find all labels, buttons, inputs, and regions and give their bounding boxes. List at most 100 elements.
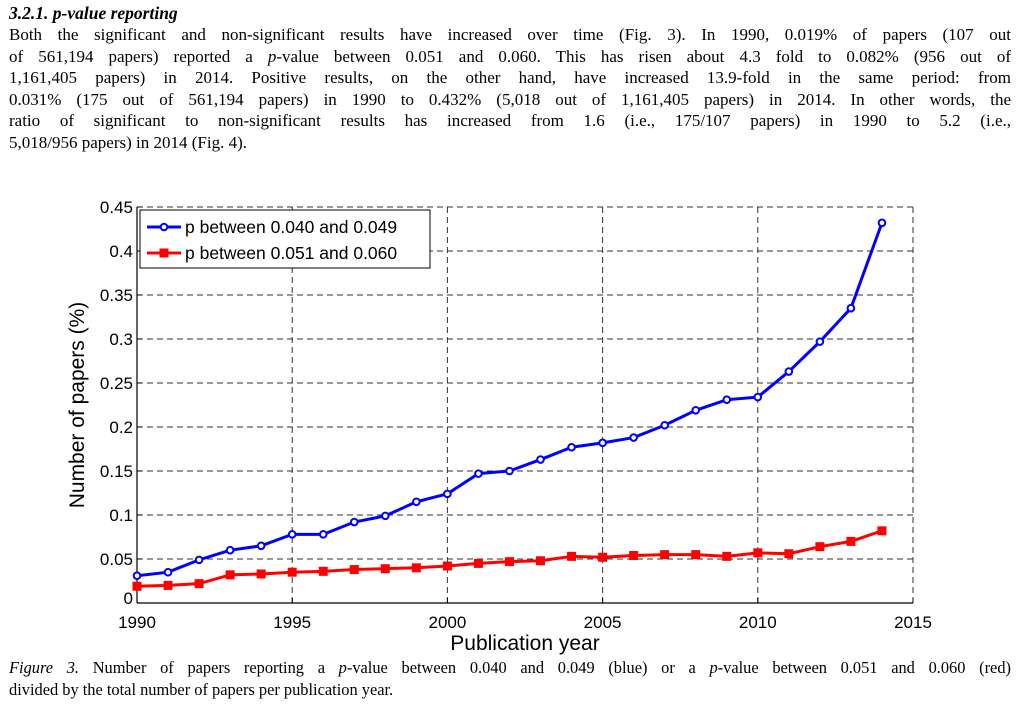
data-point-square xyxy=(132,581,142,591)
section-heading: 3.2.1. p-value reporting xyxy=(9,3,178,23)
data-point-circle xyxy=(256,541,266,551)
y-tick-label: 0.4 xyxy=(109,242,133,261)
x-tick-label: 1990 xyxy=(118,613,156,632)
text-segment: p xyxy=(338,658,347,677)
data-point-circle xyxy=(660,420,669,430)
legend-label: p between 0.040 and 0.049 xyxy=(185,217,397,237)
data-point-circle xyxy=(225,545,235,555)
y-tick-label: 0.1 xyxy=(109,506,133,525)
data-point-circle xyxy=(163,567,173,577)
legend-box xyxy=(139,209,431,269)
y-tick-label: 0.15 xyxy=(100,462,133,481)
text-segment: -value between 0.051 and 0.060. This has… xyxy=(276,46,1011,66)
data-point-circle xyxy=(784,367,794,376)
data-point-square xyxy=(536,556,546,566)
data-point-square xyxy=(691,550,701,560)
series-line xyxy=(136,222,884,578)
text-segment: of 561,194 papers) reported a xyxy=(9,46,268,66)
paragraph-line: Both the significant and non-significant… xyxy=(9,24,1011,46)
legend-label: p between 0.051 and 0.060 xyxy=(185,243,397,263)
data-point-square xyxy=(256,569,266,579)
data-point-circle xyxy=(505,466,514,476)
data-point-square xyxy=(504,557,514,567)
data-point-circle xyxy=(287,530,297,539)
data-point-square xyxy=(442,561,452,571)
data-point-circle xyxy=(132,571,142,581)
y-tick-label: 0.2 xyxy=(109,418,133,437)
data-point-circle xyxy=(318,530,328,539)
text-segment: divided by the total number of papers pe… xyxy=(9,679,394,699)
figure-caption: Figure 3. Number of papers reporting a p… xyxy=(9,657,1011,700)
data-point-square xyxy=(163,580,173,590)
text-segment: ratio of significant to non-significant … xyxy=(9,111,1011,131)
series-1 xyxy=(132,218,887,581)
data-point-square xyxy=(877,526,887,536)
data-point-circle xyxy=(815,337,825,346)
data-point-square xyxy=(318,566,328,576)
data-point-square xyxy=(722,551,732,561)
data-point-circle xyxy=(846,303,856,313)
y-tick-label: 0.05 xyxy=(100,550,133,569)
paragraph-line: 1,161,405 papers) in 2014. Positive resu… xyxy=(9,67,1011,89)
x-tick-label: 2010 xyxy=(739,613,777,632)
data-point-square xyxy=(753,548,763,558)
x-tick-label: 1995 xyxy=(273,613,311,632)
data-point-circle xyxy=(598,438,607,448)
text-segment: p xyxy=(267,46,277,66)
y-tick-label: 0 xyxy=(124,589,133,608)
data-point-circle xyxy=(536,455,545,464)
text-segment: -value between 0.051 and 0.060 (red) xyxy=(717,658,1011,677)
text-segment: 1,161,405 papers) in 2014. Positive resu… xyxy=(9,68,1011,88)
data-point-square xyxy=(159,248,169,258)
data-point-square xyxy=(349,565,359,575)
text-segment: p xyxy=(709,658,718,677)
text-segment: Number of papers reporting a xyxy=(79,658,339,677)
paragraph-line: 5,018/956 papers) in 2014 (Fig. 4). xyxy=(9,132,1011,154)
paragraph-line: ratio of significant to non-significant … xyxy=(9,110,1011,132)
data-point-circle xyxy=(753,392,763,402)
y-tick-label: 0.3 xyxy=(109,330,133,349)
x-tick-label: 2015 xyxy=(894,613,932,632)
data-point-square xyxy=(815,542,825,552)
data-point-circle xyxy=(691,405,701,415)
data-point-circle xyxy=(474,469,483,478)
data-point-square xyxy=(784,549,794,559)
data-point-circle xyxy=(349,517,359,527)
data-point-square xyxy=(660,550,670,560)
data-point-square xyxy=(567,551,577,561)
caption-line: divided by the total number of papers pe… xyxy=(9,679,1011,701)
x-tick-label: 2000 xyxy=(428,613,466,632)
text-segment: 0.031% (175 out of 561,194 papers) in 19… xyxy=(9,89,1011,109)
data-point-square xyxy=(225,570,235,580)
y-tick-label: 0.25 xyxy=(100,374,133,393)
data-point-circle xyxy=(159,222,169,232)
y-tick-label: 0.45 xyxy=(100,198,133,217)
data-point-square xyxy=(380,564,390,574)
data-point-square xyxy=(473,558,483,568)
x-tick-label: 2005 xyxy=(584,613,622,632)
data-point-circle xyxy=(629,433,638,442)
data-point-square xyxy=(194,579,204,589)
data-point-square xyxy=(846,536,856,546)
x-axis-label: Publication year xyxy=(450,632,599,655)
caption-line: Figure 3. Number of papers reporting a p… xyxy=(9,657,1011,679)
data-point-square xyxy=(287,567,297,577)
data-point-circle xyxy=(194,555,204,565)
paragraph-line: 0.031% (175 out of 561,194 papers) in 19… xyxy=(9,89,1011,111)
data-point-circle xyxy=(412,497,421,507)
text-segment: Figure 3. xyxy=(9,658,79,677)
paragraph-line: of 561,194 papers) reported a p-value be… xyxy=(9,46,1011,68)
data-point-circle xyxy=(381,511,390,521)
text-segment: Both the significant and non-significant… xyxy=(9,25,1011,44)
body-paragraph: Both the significant and non-significant… xyxy=(9,24,1011,154)
data-point-square xyxy=(629,550,639,560)
data-point-circle xyxy=(877,218,887,228)
data-point-square xyxy=(411,563,421,573)
series-2 xyxy=(132,526,887,591)
data-point-circle xyxy=(722,395,732,405)
y-axis-label: Number of papers (%) xyxy=(66,302,89,509)
text-segment: 5,018/956 papers) in 2014 (Fig. 4). xyxy=(9,132,247,152)
data-point-circle xyxy=(567,442,576,452)
data-point-circle xyxy=(443,489,452,499)
